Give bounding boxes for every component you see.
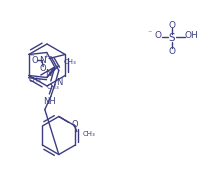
Text: NH: NH (43, 97, 56, 106)
Text: O: O (40, 64, 46, 73)
Text: ⁻: ⁻ (45, 68, 49, 77)
Text: O: O (32, 56, 38, 65)
Text: O: O (155, 30, 161, 39)
Text: O: O (72, 120, 78, 129)
Text: ⁻: ⁻ (29, 52, 33, 61)
Text: O: O (168, 46, 176, 56)
Text: CH₃: CH₃ (83, 132, 95, 137)
Text: ⁻: ⁻ (148, 29, 152, 38)
Text: OH: OH (184, 30, 198, 39)
Text: O: O (168, 21, 176, 30)
Text: N: N (56, 78, 62, 87)
Text: +: + (49, 67, 54, 72)
Text: CH₃: CH₃ (46, 84, 59, 90)
Text: +: + (44, 54, 49, 59)
Text: N: N (45, 69, 51, 78)
Text: S: S (169, 33, 175, 43)
Text: N: N (39, 56, 46, 65)
Text: CH₃: CH₃ (28, 77, 41, 83)
Text: CH₃: CH₃ (64, 60, 77, 65)
